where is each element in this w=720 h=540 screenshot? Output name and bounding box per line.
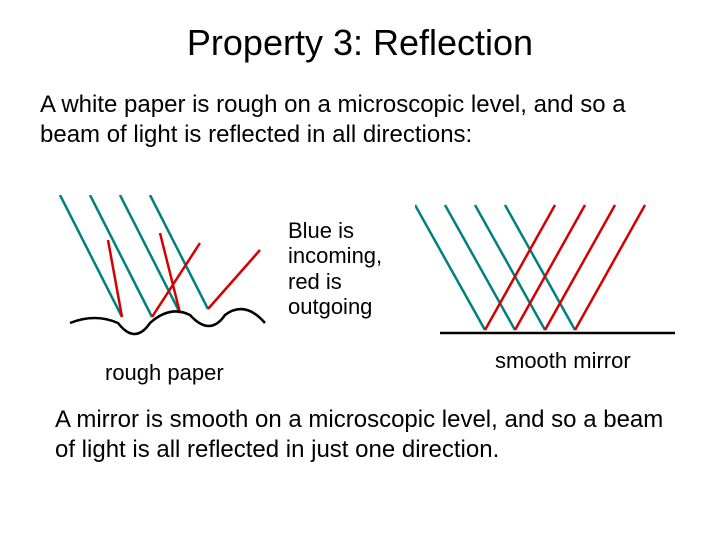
incoming-ray: [445, 205, 515, 330]
outgoing-ray: [208, 250, 260, 309]
page-title: Property 3: Reflection: [0, 22, 720, 64]
intro-text: A white paper is rough on a microscopic …: [40, 90, 680, 150]
outgoing-ray: [575, 205, 645, 330]
outro-text: A mirror is smooth on a microscopic leve…: [55, 405, 675, 465]
incoming-ray: [415, 205, 485, 330]
smooth-mirror-diagram: [415, 195, 685, 355]
incoming-ray: [90, 195, 152, 317]
legend-text: Blue is incoming, red is outgoing: [288, 218, 408, 319]
rough-surface: [70, 309, 265, 334]
outgoing-ray: [545, 205, 615, 330]
incoming-ray: [475, 205, 545, 330]
incoming-ray: [120, 195, 180, 313]
rough-paper-label: rough paper: [105, 360, 224, 386]
outgoing-ray: [515, 205, 585, 330]
incoming-ray: [505, 205, 575, 330]
incoming-ray: [60, 195, 122, 317]
outgoing-ray: [485, 205, 555, 330]
rough-paper-diagram: [50, 195, 280, 355]
incoming-ray: [150, 195, 208, 309]
